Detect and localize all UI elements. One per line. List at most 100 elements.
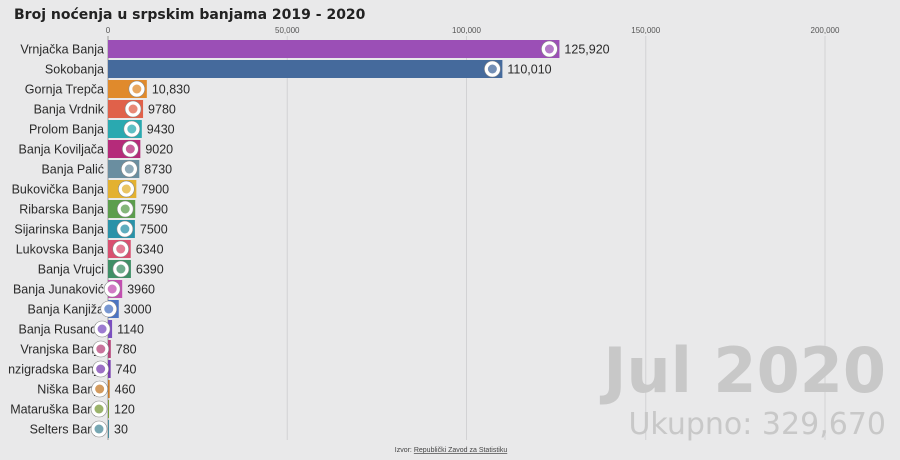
emblem-center-icon: [94, 424, 104, 434]
category-label: Banja Kanjiža: [28, 303, 104, 317]
value-label: 30: [114, 423, 128, 437]
bar-row: Banja Vrdnik 9780: [34, 100, 176, 118]
bar-row: Sokobanja 110,010: [45, 60, 552, 78]
bar-row: Ribarska Banja 7590: [19, 200, 168, 218]
category-label: Prolom Banja: [29, 123, 104, 137]
bar-row: Banja Junaković 3960: [13, 280, 155, 298]
bar: [108, 340, 111, 358]
period-label: Jul 2020: [599, 334, 886, 407]
category-label: Lukovska Banja: [16, 243, 104, 257]
emblem-center-icon: [127, 124, 137, 134]
value-label: 6340: [136, 243, 164, 257]
value-label: 3960: [127, 283, 155, 297]
bar: [108, 420, 109, 438]
emblem-center-icon: [104, 304, 114, 314]
total-label: Ukupno: 329,670: [628, 407, 886, 442]
value-label: 3000: [124, 303, 152, 317]
category-label: Bukovička Banja: [12, 183, 104, 197]
emblem-center-icon: [120, 204, 130, 214]
emblem-center-icon: [128, 104, 138, 114]
category-label: Gornja Trepča: [25, 83, 104, 97]
category-label: Banja Palić: [41, 163, 104, 177]
bar-row: Prolom Banja 9430: [29, 120, 175, 138]
emblem-center-icon: [132, 84, 142, 94]
value-label: 1140: [117, 323, 144, 337]
category-label: Banja Koviljača: [19, 143, 105, 157]
category-label: nzigradska Banja: [8, 363, 104, 377]
bar: [108, 400, 109, 418]
chart-title: Broj noćenja u srpskim banjama 2019 - 20…: [14, 7, 366, 23]
value-label: 125,920: [564, 43, 609, 57]
bar: [108, 40, 560, 58]
category-label: Banja Junaković: [13, 283, 104, 297]
bar-row: Banja Koviljača 9020: [19, 140, 173, 158]
emblem-center-icon: [125, 144, 135, 154]
emblem-center-icon: [107, 284, 117, 294]
source-link[interactable]: Republički Zavod za Statistiku: [414, 447, 507, 454]
x-tick-label: 200,000: [811, 26, 840, 35]
emblem-center-icon: [95, 384, 105, 394]
bar-row: Vranjska Banja 780: [20, 340, 137, 358]
emblem-center-icon: [94, 404, 104, 414]
bar: [108, 380, 110, 398]
category-label: Banja Vrdnik: [34, 103, 105, 117]
emblem-center-icon: [487, 64, 497, 74]
category-label: Sokobanja: [45, 63, 104, 77]
emblem-center-icon: [96, 344, 106, 354]
source-note: Izvor: Republički Zavod za Statistiku: [395, 447, 508, 454]
bar-row: Selters Banja 30: [30, 420, 128, 438]
category-label: Banja Rusanda: [19, 323, 105, 337]
emblem-center-icon: [96, 364, 106, 374]
bar-row: nzigradska Banja 740: [8, 360, 137, 378]
bar-row: Gornja Trepča 10,830: [25, 80, 190, 98]
value-label: 9780: [148, 103, 176, 117]
category-label: Ribarska Banja: [19, 203, 104, 217]
emblem-center-icon: [544, 44, 554, 54]
value-label: 9430: [147, 123, 175, 137]
emblem-center-icon: [121, 184, 131, 194]
category-label: Niška Banja: [37, 383, 104, 397]
value-label: 110,010: [507, 63, 551, 77]
x-tick-label: 150,000: [631, 26, 660, 35]
bar-row: Banja Palić 8730: [41, 160, 172, 178]
x-tick-label: 50,000: [275, 26, 300, 35]
value-label: 10,830: [152, 83, 190, 97]
x-tick-label: 0: [106, 26, 111, 35]
bar-row: Banja Kanjiža 3000: [28, 300, 152, 318]
emblem-center-icon: [120, 224, 130, 234]
value-label: 7590: [140, 203, 168, 217]
value-label: 7900: [141, 183, 169, 197]
source-prefix: Izvor:: [395, 447, 412, 454]
x-axis-ticks: 0 50,000 100,000 150,000 200,000: [106, 26, 840, 35]
bar-row: Vrnjačka Banja 125,920: [20, 40, 610, 58]
bar-row: Banja Rusanda 1140: [19, 320, 144, 338]
emblem-center-icon: [116, 264, 126, 274]
bar-row: Bukovička Banja 7900: [12, 180, 169, 198]
emblem-center-icon: [124, 164, 134, 174]
value-label: 120: [114, 403, 135, 417]
value-label: 9020: [145, 143, 173, 157]
category-label: Selters Banja: [30, 423, 104, 437]
bar-row: Sijarinska Banja 7500: [14, 220, 168, 238]
category-label: Sijarinska Banja: [14, 223, 104, 237]
bar-row: Mataruška Banja 120: [10, 400, 135, 418]
category-label: Vranjska Banja: [20, 343, 104, 357]
bar-row: Lukovska Banja 6340: [16, 240, 164, 258]
value-label: 7500: [140, 223, 168, 237]
value-label: 8730: [144, 163, 172, 177]
emblem-center-icon: [97, 324, 107, 334]
category-label: Mataruška Banja: [10, 403, 104, 417]
value-label: 6390: [136, 263, 164, 277]
value-label: 460: [115, 383, 136, 397]
x-tick-label: 100,000: [452, 26, 481, 35]
bar: [108, 60, 503, 78]
value-label: 740: [116, 363, 137, 377]
bar-row: Banja Vrujci 6390: [38, 260, 164, 278]
value-label: 780: [116, 343, 137, 357]
bar: [108, 360, 111, 378]
bars: Vrnjačka Banja 125,920 Sokobanja 110,010 Gor…: [8, 40, 610, 438]
category-label: Vrnjačka Banja: [20, 43, 104, 57]
category-label: Banja Vrujci: [38, 263, 104, 277]
bar-row: Niška Banja 460: [37, 380, 136, 398]
